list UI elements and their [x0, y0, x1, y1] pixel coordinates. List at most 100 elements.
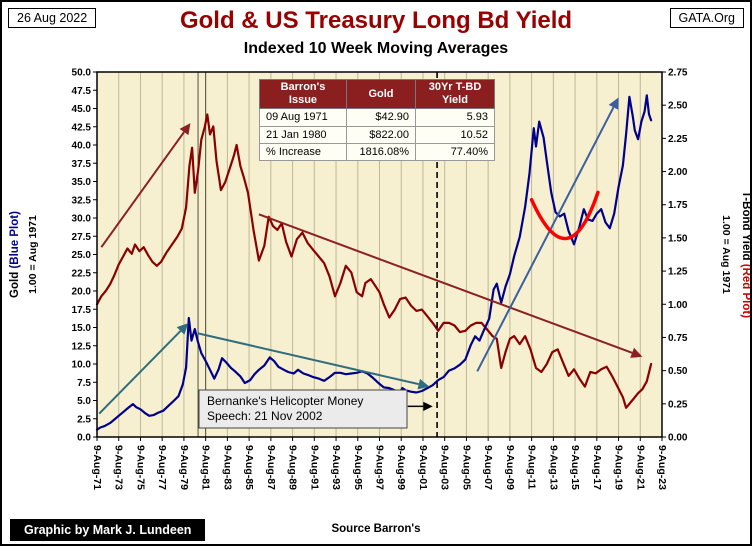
x-tick-label: 9-Aug-79 [178, 445, 190, 490]
x-tick-label: 9-Aug-93 [330, 445, 342, 490]
chart-subtitle: Indexed 10 Week Moving Averages [243, 40, 509, 57]
right-tick-label: 1.50 [668, 233, 688, 244]
left-tick-label: 20.0 [72, 287, 92, 298]
x-tick-label: 9-Aug-77 [156, 445, 168, 490]
left-tick-label: 27.5 [72, 232, 92, 243]
date-box: 26 Aug 2022 [8, 8, 97, 28]
left-tick-label: 35.0 [72, 177, 92, 188]
barrons-table: Barron's Issue Gold 30Yr T-BD Yield 09 A… [259, 78, 495, 162]
annotation-text: Speech: 21 Nov 2002 [207, 409, 323, 423]
table-cell: 1816.08% [346, 142, 416, 162]
table-row: % Increase 1816.08% 77.40% [259, 142, 495, 162]
table-row: 09 Aug 1971 $42.90 5.93 [259, 108, 495, 127]
x-tick-label: 9-Aug-71 [91, 445, 103, 490]
trend-arrow [98, 330, 182, 415]
chart-title: Gold & US Treasury Long Bd Yield [179, 7, 573, 34]
trend-arrow-head [179, 123, 191, 136]
trend-arrow-head [630, 347, 643, 358]
x-tick-label: 9-Aug-73 [113, 445, 125, 490]
annotation-box [198, 389, 408, 429]
x-tick-label: 9-Aug-13 [547, 445, 559, 490]
table-header-yield: 30Yr T-BD Yield [415, 78, 495, 110]
right-tick-label: 1.00 [668, 300, 688, 311]
left-tick-label: 22.5 [72, 268, 92, 279]
left-tick-label: 40.0 [72, 141, 92, 152]
x-tick-label: 9-Aug-87 [265, 445, 277, 490]
table-header-issue: Barron's Issue [259, 78, 347, 110]
x-tick-label: 9-Aug-95 [352, 445, 364, 490]
trend-arrow-head [176, 323, 189, 335]
x-tick-label: 9-Aug-01 [417, 445, 429, 490]
source-label: Source Barron's [331, 523, 421, 535]
right-tick-label: 2.25 [668, 134, 688, 145]
left-tick-label: 0.0 [77, 433, 91, 444]
right-tick-label: 0.50 [668, 366, 688, 377]
left-tick-label: 45.0 [72, 104, 92, 115]
x-tick-label: 9-Aug-99 [395, 445, 407, 490]
table-cell: 10.52 [415, 125, 495, 144]
x-tick-label: 9-Aug-91 [308, 445, 320, 490]
right-tick-label: 2.00 [668, 167, 688, 178]
annotation-text: Bernanke's Helicopter Money [207, 394, 363, 408]
left-tick-label: 42.5 [72, 122, 92, 133]
right-tick-label: 2.75 [668, 68, 688, 79]
x-tick-label: 9-Aug-83 [221, 445, 233, 490]
right-tick-label: 1.75 [668, 200, 688, 211]
x-tick-label: 9-Aug-03 [439, 445, 451, 490]
left-tick-label: 47.5 [72, 86, 92, 97]
right-tick-label: 0.25 [668, 399, 688, 410]
x-tick-label: 9-Aug-11 [526, 445, 538, 490]
table-cell: $42.90 [346, 108, 416, 127]
table-header-gold: Gold [346, 78, 416, 110]
x-tick-label: 9-Aug-89 [287, 445, 299, 490]
left-tick-label: 10.0 [72, 360, 92, 371]
left-tick-label: 50.0 [72, 68, 92, 79]
x-tick-label: 9-Aug-07 [482, 445, 494, 490]
red-smile-curve [529, 190, 600, 241]
x-tick-label: 9-Aug-21 [634, 445, 646, 490]
tbond-series-line [95, 113, 653, 409]
trend-arrow [197, 332, 419, 386]
gata-org-box: GATA.Org [669, 8, 744, 28]
trend-arrow [476, 106, 615, 372]
left-tick-label: 32.5 [72, 195, 92, 206]
trend-arrow-head [417, 378, 430, 390]
left-tick-label: 25.0 [72, 250, 92, 261]
left-tick-label: 7.5 [77, 378, 91, 389]
x-tick-label: 9-Aug-85 [243, 445, 255, 490]
left-tick-label: 17.5 [72, 305, 92, 316]
x-tick-label: 9-Aug-81 [200, 445, 212, 490]
x-tick-label: 9-Aug-15 [569, 445, 581, 490]
right-axis-subtitle: 1.00 = Aug 1971 [720, 215, 732, 294]
x-tick-label: 9-Aug-23 [656, 445, 668, 490]
plot-border [96, 71, 663, 438]
table-row: 21 Jan 1980 $822.00 10.52 [259, 125, 495, 144]
gold-series-line [95, 94, 653, 431]
x-tick-label: 9-Aug-19 [613, 445, 625, 490]
right-axis-title: T-Bond Yield (Red Plot) [740, 191, 752, 318]
left-axis-title: Gold (Blue Plot) [9, 211, 21, 298]
x-tick-label: 9-Aug-75 [134, 445, 146, 490]
left-tick-label: 30.0 [72, 214, 92, 225]
trend-arrow-head [608, 97, 619, 110]
left-axis-subtitle: 1.00 = Aug 1971 [27, 215, 39, 294]
right-tick-label: 0.00 [668, 433, 688, 444]
x-tick-label: 9-Aug-97 [374, 445, 386, 490]
left-tick-label: 12.5 [72, 341, 92, 352]
right-tick-label: 0.75 [668, 333, 688, 344]
table-cell: $822.00 [346, 125, 416, 144]
table-cell: 09 Aug 1971 [259, 108, 347, 127]
x-tick-label: 9-Aug-09 [504, 445, 516, 490]
left-tick-label: 2.5 [77, 414, 91, 425]
trend-arrow [100, 131, 185, 248]
table-cell: 5.93 [415, 108, 495, 127]
credit-box: Graphic by Mark J. Lundeen [10, 519, 206, 541]
right-tick-label: 2.50 [668, 101, 688, 112]
trend-arrow [258, 213, 633, 354]
left-tick-label: 5.0 [77, 396, 91, 407]
table-cell: 21 Jan 1980 [259, 125, 347, 144]
right-tick-label: 1.25 [668, 267, 688, 278]
x-tick-label: 9-Aug-17 [591, 445, 603, 490]
